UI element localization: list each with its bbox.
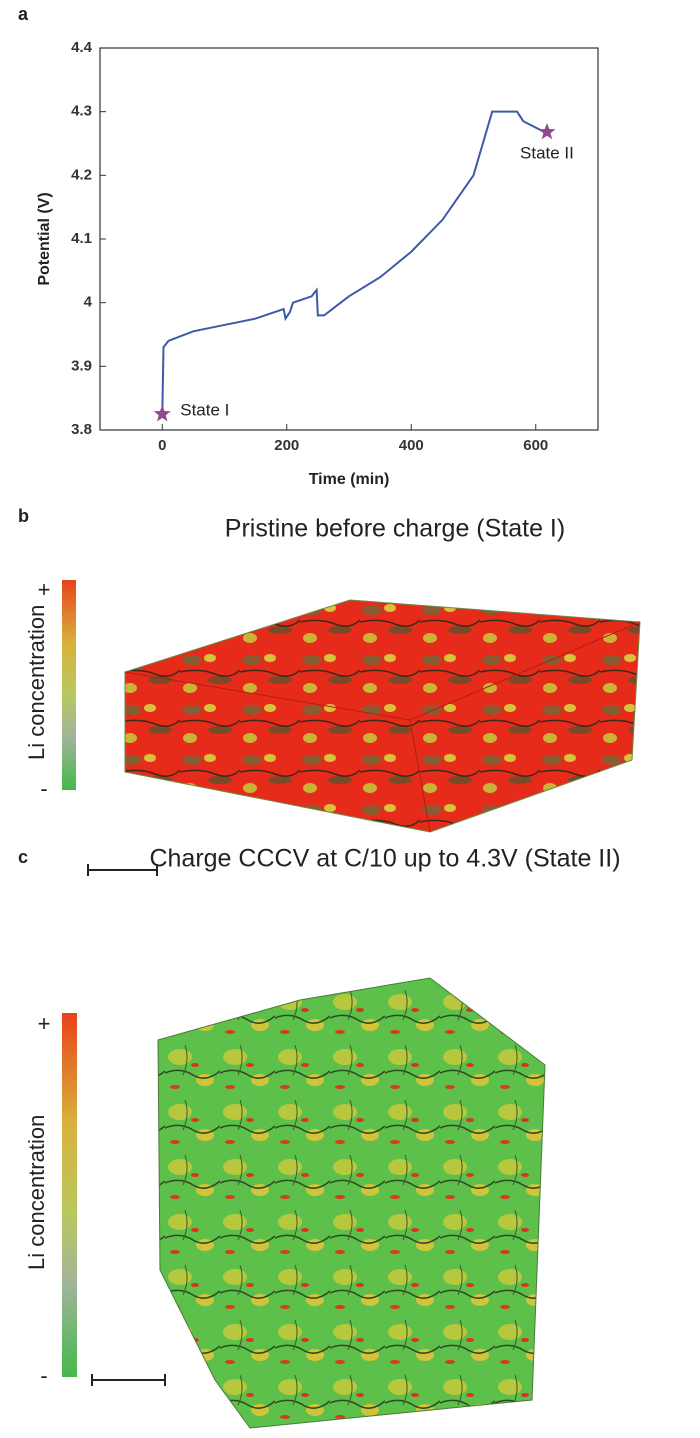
y-tick-label: 3.8: [71, 421, 92, 438]
state-label: State II: [520, 144, 574, 163]
x-axis-label: Time (min): [309, 471, 390, 488]
state-marker: [153, 405, 171, 422]
state-label: State I: [180, 401, 229, 420]
colorbar: [62, 1013, 77, 1377]
colorbar-label: Li concentration: [24, 1115, 49, 1270]
y-tick-label: 4.4: [71, 39, 93, 56]
panel-title: Charge CCCV at C/10 up to 4.3V (State II…: [149, 845, 620, 873]
render-3d: [157, 977, 546, 1429]
colorbar-min: -: [40, 1363, 47, 1388]
line: [161, 110, 549, 418]
x-tick-label: 400: [399, 437, 424, 454]
y-tick-label: 4.2: [71, 166, 92, 183]
colorbar-max: +: [38, 577, 51, 602]
x-tick-label: 600: [523, 437, 548, 454]
render-edge: [409, 719, 431, 833]
panel-title: Pristine before charge (State I): [225, 515, 565, 543]
y-axis-label: Potential (V): [36, 192, 53, 285]
y-tick-label: 4.1: [71, 230, 92, 247]
render-3d: [124, 599, 641, 833]
colorbar-max: +: [38, 1011, 51, 1036]
colorbar-label: Li concentration: [24, 605, 49, 760]
panel-label: c: [18, 847, 28, 867]
y-tick-label: 4: [84, 294, 93, 311]
plot-frame: [99, 47, 599, 431]
colorbar: [62, 580, 76, 790]
panel-label: a: [18, 4, 29, 24]
state-marker: [538, 123, 556, 140]
scale-bar: [91, 1374, 166, 1386]
panel-label: b: [18, 506, 29, 526]
chart-a: a Time (min) Potential (V) 0 200 400 600 3.8…: [18, 4, 599, 488]
y-tick-label: 4.3: [71, 103, 92, 120]
x-tick-label: 200: [274, 437, 299, 454]
x-tick-label: 0: [158, 437, 166, 454]
y-tick-label: 3.9: [71, 357, 92, 374]
colorbar-min: -: [40, 776, 47, 801]
scale-bar: [87, 864, 158, 876]
